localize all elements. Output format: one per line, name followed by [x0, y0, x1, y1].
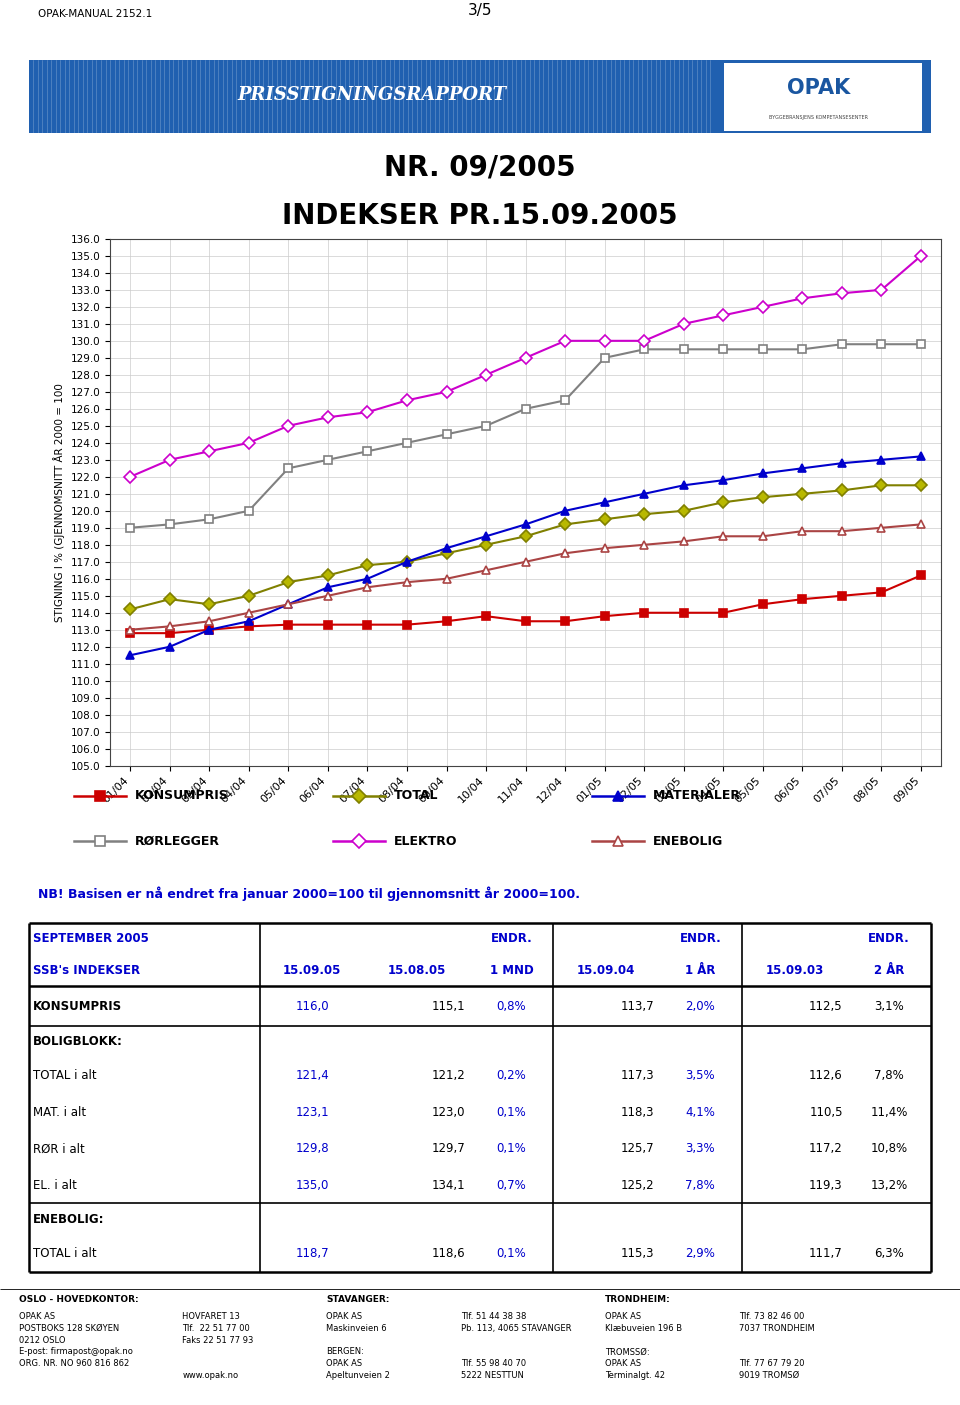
- Text: ELEKTRO: ELEKTRO: [394, 835, 457, 847]
- Text: 3/5: 3/5: [468, 3, 492, 18]
- Text: TOTAL i alt: TOTAL i alt: [34, 1069, 97, 1082]
- Text: 125,2: 125,2: [620, 1179, 654, 1191]
- Text: NR. 09/2005: NR. 09/2005: [384, 153, 576, 181]
- Text: KONSUMPRIS: KONSUMPRIS: [134, 790, 228, 802]
- Text: 129,8: 129,8: [296, 1142, 329, 1155]
- Text: ENEBOLIG:: ENEBOLIG:: [34, 1213, 105, 1225]
- Text: HOVFARET 13
Tlf.  22 51 77 00
Faks 22 51 77 93


www.opak.no: HOVFARET 13 Tlf. 22 51 77 00 Faks 22 51 …: [182, 1312, 253, 1380]
- Text: 6,3%: 6,3%: [875, 1246, 904, 1260]
- Text: 134,1: 134,1: [431, 1179, 465, 1191]
- Text: 15.09.05: 15.09.05: [283, 964, 342, 976]
- Text: OPAK AS
POSTBOKS 128 SKØYEN
0212 OSLO
E-post: firmapost@opak.no
ORG. NR. NO 960 : OPAK AS POSTBOKS 128 SKØYEN 0212 OSLO E-…: [19, 1312, 133, 1368]
- Text: EL. i alt: EL. i alt: [34, 1179, 77, 1191]
- Text: 1 ÅR: 1 ÅR: [685, 964, 715, 976]
- Y-axis label: STIGNING I % (GJENNOMSNITT ÅR 2000 = 100: STIGNING I % (GJENNOMSNITT ÅR 2000 = 100: [54, 382, 65, 622]
- Text: 3,5%: 3,5%: [685, 1069, 715, 1082]
- Text: 111,7: 111,7: [809, 1246, 843, 1260]
- Text: KONSUMPRIS: KONSUMPRIS: [34, 1000, 123, 1013]
- Text: 3,1%: 3,1%: [875, 1000, 904, 1013]
- Text: SEPTEMBER 2005: SEPTEMBER 2005: [34, 933, 149, 946]
- Text: 116,0: 116,0: [296, 1000, 329, 1013]
- Text: OPAK AS
Klæbuveien 196 B

TROMSSØ:
OPAK AS
Terminalgt. 42: OPAK AS Klæbuveien 196 B TROMSSØ: OPAK A…: [605, 1312, 682, 1380]
- Text: 118,6: 118,6: [431, 1246, 465, 1260]
- Text: 118,7: 118,7: [296, 1246, 329, 1260]
- Text: BYGGEBRANSJENS KOMPETANSESENTER: BYGGEBRANSJENS KOMPETANSESENTER: [769, 115, 868, 119]
- Text: 119,3: 119,3: [809, 1179, 843, 1191]
- Text: RØR i alt: RØR i alt: [34, 1142, 85, 1155]
- Text: 7,8%: 7,8%: [685, 1179, 715, 1191]
- Text: 0,7%: 0,7%: [496, 1179, 526, 1191]
- Text: ENDR.: ENDR.: [680, 933, 721, 946]
- Text: ENDR.: ENDR.: [869, 933, 910, 946]
- Text: 2,0%: 2,0%: [685, 1000, 715, 1013]
- Text: 115,3: 115,3: [620, 1246, 654, 1260]
- Text: 0,1%: 0,1%: [496, 1246, 526, 1260]
- Text: 4,1%: 4,1%: [685, 1106, 715, 1118]
- Text: 1 MND: 1 MND: [490, 964, 534, 976]
- Text: Tlf. 73 82 46 00
7037 TRONDHEIM


Tlf. 77 67 79 20
9019 TROMSØ: Tlf. 73 82 46 00 7037 TRONDHEIM Tlf. 77 …: [739, 1312, 815, 1380]
- Text: RØRLEGGER: RØRLEGGER: [134, 835, 220, 847]
- Text: BOLIGBLOKK:: BOLIGBLOKK:: [34, 1035, 123, 1048]
- Text: 0,2%: 0,2%: [496, 1069, 526, 1082]
- Text: TOTAL: TOTAL: [394, 790, 438, 802]
- Text: MAT. i alt: MAT. i alt: [34, 1106, 86, 1118]
- Text: 10,8%: 10,8%: [871, 1142, 908, 1155]
- Text: 15.08.05: 15.08.05: [388, 964, 446, 976]
- Text: ENDR.: ENDR.: [491, 933, 533, 946]
- Text: TRONDHEIM:: TRONDHEIM:: [605, 1295, 670, 1304]
- Text: 123,0: 123,0: [431, 1106, 465, 1118]
- Text: 13,2%: 13,2%: [871, 1179, 908, 1191]
- Text: 0,1%: 0,1%: [496, 1142, 526, 1155]
- Text: 3,3%: 3,3%: [685, 1142, 715, 1155]
- Text: 121,4: 121,4: [296, 1069, 329, 1082]
- Bar: [724, 63, 923, 131]
- Text: SSB's INDEKSER: SSB's INDEKSER: [34, 964, 140, 976]
- Text: 123,1: 123,1: [296, 1106, 329, 1118]
- Text: 0,8%: 0,8%: [496, 1000, 526, 1013]
- Text: 117,3: 117,3: [620, 1069, 654, 1082]
- Text: PRISSTIGNINGSRAPPORT: PRISSTIGNINGSRAPPORT: [237, 87, 506, 104]
- Text: 112,5: 112,5: [809, 1000, 843, 1013]
- Text: OPAK AS
Maskinveien 6

BERGEN:
OPAK AS
Apeltunveien 2: OPAK AS Maskinveien 6 BERGEN: OPAK AS Ap…: [326, 1312, 391, 1380]
- Text: 15.09.04: 15.09.04: [577, 964, 636, 976]
- Text: STAVANGER:: STAVANGER:: [326, 1295, 390, 1304]
- Text: OPAK-MANUAL 2152.1: OPAK-MANUAL 2152.1: [38, 10, 153, 20]
- Text: 118,3: 118,3: [620, 1106, 654, 1118]
- Text: 117,2: 117,2: [809, 1142, 843, 1155]
- Text: NB! Basisen er nå endret fra januar 2000=100 til gjennomsnitt år 2000=100.: NB! Basisen er nå endret fra januar 2000…: [37, 887, 580, 901]
- Text: 135,0: 135,0: [296, 1179, 328, 1191]
- Text: OSLO - HOVEDKONTOR:: OSLO - HOVEDKONTOR:: [19, 1295, 139, 1304]
- Text: 2 ÅR: 2 ÅR: [874, 964, 904, 976]
- Text: TOTAL i alt: TOTAL i alt: [34, 1246, 97, 1260]
- Text: 129,7: 129,7: [431, 1142, 465, 1155]
- Text: Tlf. 51 44 38 38
Pb. 113, 4065 STAVANGER


Tlf. 55 98 40 70
5222 NESTTUN: Tlf. 51 44 38 38 Pb. 113, 4065 STAVANGER…: [461, 1312, 571, 1380]
- Text: 2,9%: 2,9%: [685, 1246, 715, 1260]
- Text: MATERIALER: MATERIALER: [653, 790, 741, 802]
- Text: OPAK: OPAK: [787, 79, 850, 98]
- Text: 7,8%: 7,8%: [875, 1069, 904, 1082]
- Text: 0,1%: 0,1%: [496, 1106, 526, 1118]
- Text: INDEKSER PR.15.09.2005: INDEKSER PR.15.09.2005: [282, 202, 678, 230]
- Text: 121,2: 121,2: [431, 1069, 465, 1082]
- Text: 11,4%: 11,4%: [871, 1106, 908, 1118]
- Text: 113,7: 113,7: [620, 1000, 654, 1013]
- Text: 115,1: 115,1: [431, 1000, 465, 1013]
- Text: 15.09.03: 15.09.03: [766, 964, 824, 976]
- Text: ENEBOLIG: ENEBOLIG: [653, 835, 723, 847]
- Text: 125,7: 125,7: [620, 1142, 654, 1155]
- Text: 110,5: 110,5: [809, 1106, 843, 1118]
- Text: 112,6: 112,6: [809, 1069, 843, 1082]
